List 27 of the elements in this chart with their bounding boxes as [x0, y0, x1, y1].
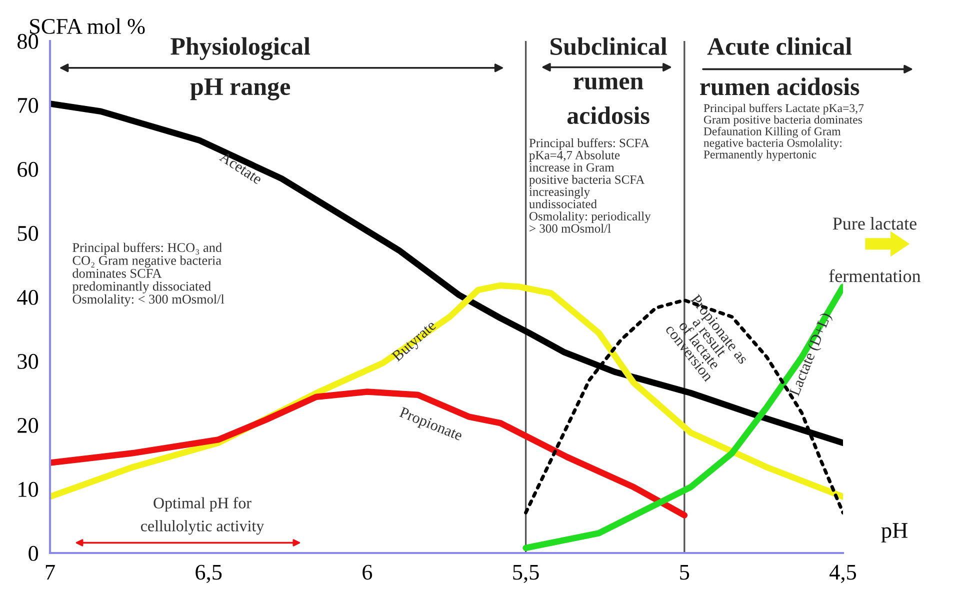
y-tick-label: 50 [18, 226, 38, 241]
y-tick-label: 30 [18, 354, 38, 369]
y-tick-label: 70 [18, 98, 38, 113]
annotation: Principal buffers: HCO₃ and CO₂ Gram negative bacteria dominates SCFA predominantly dissociated Osmolality: < 300 mOsmol/l [72, 242, 224, 306]
x-tick-label: 5,5 [513, 564, 539, 583]
x-tick-label: 5 [680, 564, 690, 580]
annotation: Pure lactate [832, 217, 916, 230]
x-axis-title: pH [881, 523, 908, 542]
y-tick-label: 10 [18, 482, 38, 497]
y-tick-label: 60 [18, 162, 38, 177]
annotation: Principal buffers: SCFA pKa=4,7 Absolute increase in Gram positive bacteria SCFA increasingly undissociated Osmolality: periodically > 300 mOsmol/l [529, 138, 651, 233]
annotation: Principal buffers Lactate pKa=3,7 Gram positive bacteria dominates Defaunation Killing of Gram negative bacteria Osmolality: Permanently hypertonic [704, 104, 864, 161]
y-tick-label: 80 [18, 34, 38, 49]
x-tick-label: 4,5 [830, 564, 856, 583]
annotation: Optimal pH for cellulolytic activity [140, 497, 264, 535]
x-tick-label: 6 [362, 564, 372, 580]
text: Lactate (D+L) [788, 312, 834, 398]
y-tick-label: 0 [28, 546, 38, 561]
annotation: Acute clinical rumen acidosis [700, 37, 860, 96]
annotation: Physiological pH range [170, 37, 310, 100]
y-axis-title: SCFA mol % [30, 18, 145, 34]
y-tick-label: 20 [18, 418, 38, 433]
x-tick-label: 6,5 [196, 564, 222, 583]
x-tick-label: 7 [46, 564, 55, 580]
y-tick-label: 40 [17, 290, 38, 305]
annotation: fermentation [829, 269, 921, 282]
annotation: Subclinical rumen acidosis [550, 37, 667, 124]
